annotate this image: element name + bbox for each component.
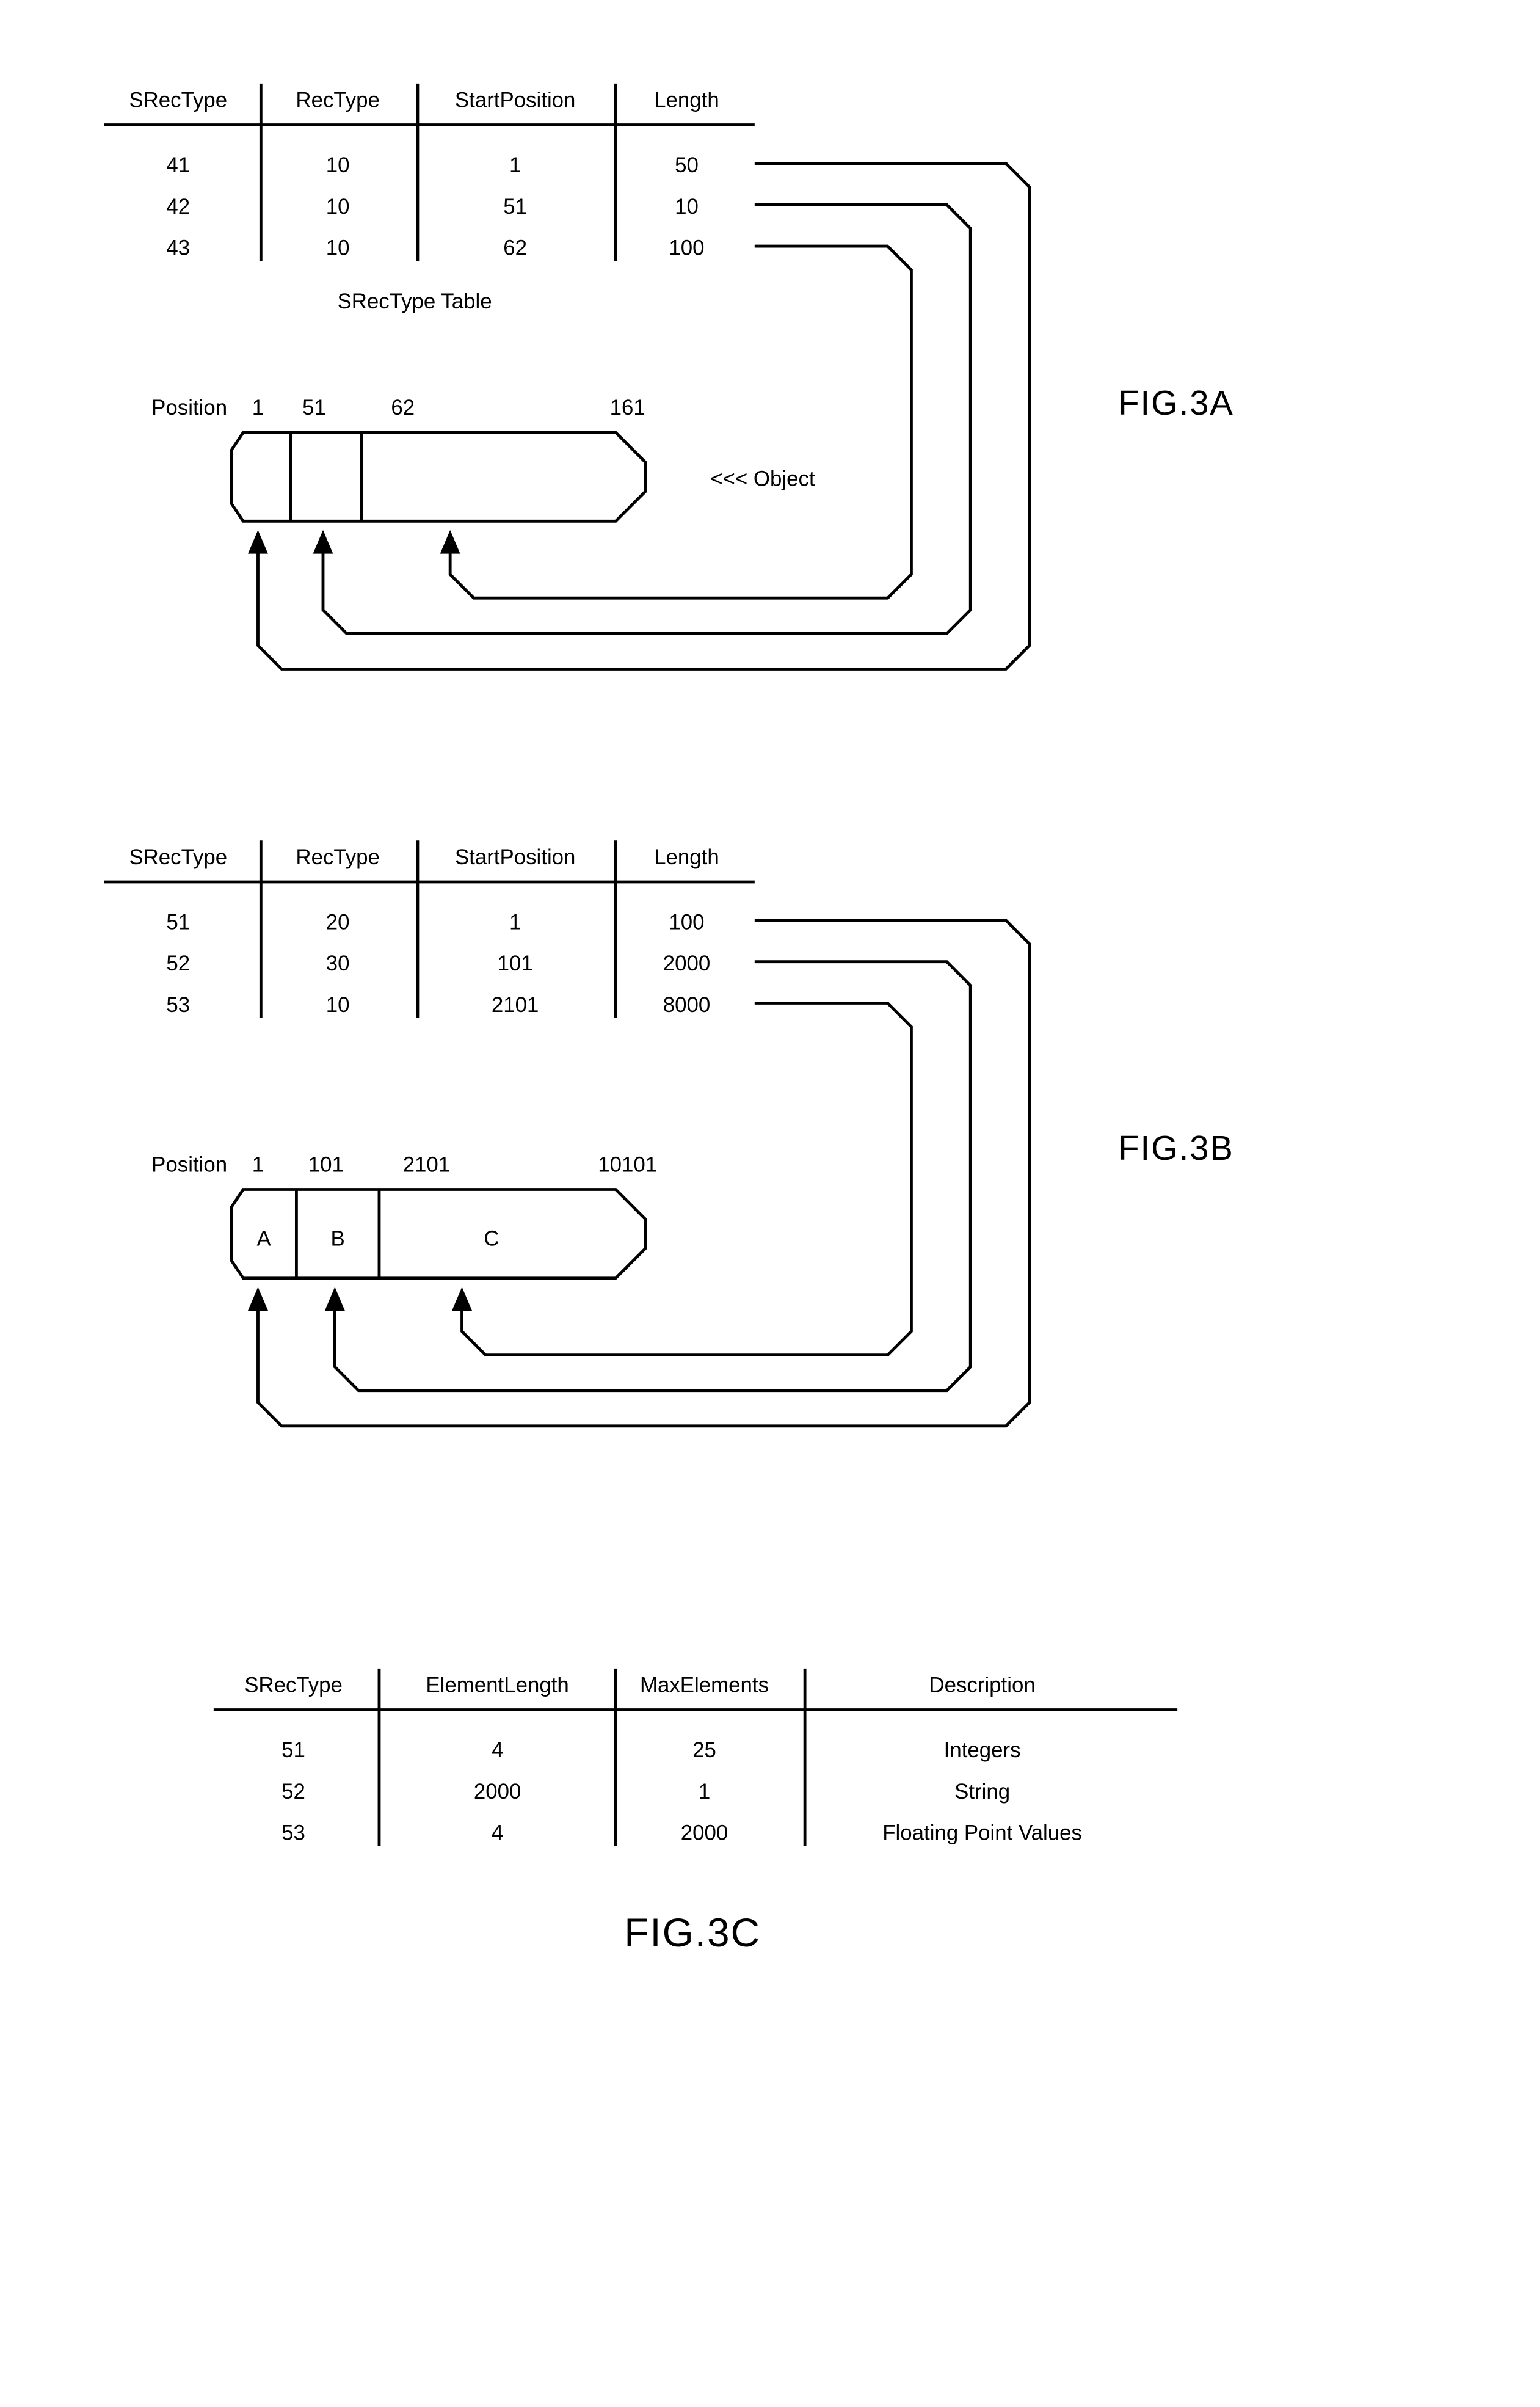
fig3c-r2c1: 4 — [492, 1821, 503, 1845]
fig3a-arrow2-head — [313, 530, 333, 554]
fig3b-r2c2: 2101 — [492, 993, 539, 1017]
fig3a-h0: SRecType — [129, 89, 227, 112]
fig3a-h1: RecType — [296, 89, 380, 112]
fig3c: SRecType ElementLength MaxElements Descr… — [214, 1669, 1177, 1955]
fig3b-r0c1: 20 — [326, 910, 350, 934]
fig3a-r0c1: 10 — [326, 153, 350, 177]
fig3b-pos2: 2101 — [403, 1153, 451, 1176]
fig3b-object-outline — [231, 1190, 645, 1278]
fig3c-r1c0: 52 — [281, 1780, 305, 1804]
fig3c-r0c1: 4 — [492, 1738, 503, 1762]
fig3b-r0c0: 51 — [166, 910, 190, 934]
fig3a-r2c3: 100 — [669, 236, 704, 260]
fig3b-seg1: B — [331, 1226, 345, 1250]
fig3b-r0c3: 100 — [669, 910, 704, 934]
fig3b-pos3: 10101 — [598, 1153, 657, 1176]
fig3c-r2c2: 2000 — [681, 1821, 728, 1845]
fig3c-h0: SRecType — [244, 1673, 343, 1697]
fig3c-r1c1: 2000 — [474, 1780, 521, 1804]
fig3b-r2c3: 8000 — [663, 993, 711, 1017]
fig3a-arrow3 — [450, 246, 911, 598]
fig3c-h2: MaxElements — [640, 1673, 769, 1697]
fig3a-poslabel: Position — [151, 396, 227, 420]
fig3a: SRecType RecType StartPosition Length 41… — [104, 84, 1234, 669]
fig3c-label: FIG.3C — [624, 1910, 761, 1955]
fig3b-h1: RecType — [296, 845, 380, 869]
fig3b-pos1: 101 — [308, 1153, 344, 1176]
fig3c-r0c2: 25 — [692, 1738, 716, 1762]
fig3c-r1c3: String — [954, 1780, 1010, 1804]
fig3a-r1c1: 10 — [326, 195, 350, 219]
fig3b-r0c2: 1 — [509, 910, 521, 934]
fig3b-r1c1: 30 — [326, 952, 350, 975]
fig3a-r1c2: 51 — [503, 195, 527, 219]
fig3a-h2: StartPosition — [455, 89, 576, 112]
fig3b-arrow2-head — [325, 1287, 345, 1311]
fig3a-h3: Length — [654, 89, 719, 112]
fig3c-h3: Description — [929, 1673, 1035, 1697]
fig3a-pos0: 1 — [252, 396, 264, 420]
fig3a-object-outline — [231, 432, 645, 521]
fig3b-arrow3 — [462, 1003, 912, 1355]
fig3b-r1c3: 2000 — [663, 952, 711, 975]
fig3b-h3: Length — [654, 845, 719, 869]
fig3a-arrow2 — [323, 205, 970, 633]
fig3b-arrow1-head — [248, 1287, 268, 1311]
fig3a-r1c3: 10 — [675, 195, 699, 219]
fig3b-r1c2: 101 — [498, 952, 533, 975]
fig3b-poslabel: Position — [151, 1153, 227, 1176]
fig3c-h1: ElementLength — [426, 1673, 568, 1697]
fig3a-r0c2: 1 — [509, 153, 521, 177]
fig3c-r0c0: 51 — [281, 1738, 305, 1762]
fig3b-h2: StartPosition — [455, 845, 576, 869]
fig3b-h0: SRecType — [129, 845, 227, 869]
fig3c-r0c3: Integers — [944, 1738, 1021, 1762]
fig3a-pos3: 161 — [610, 396, 645, 420]
fig3a-r2c0: 43 — [166, 236, 190, 260]
fig3b-label: FIG.3B — [1118, 1129, 1234, 1167]
fig3a-arrow1-head — [248, 530, 268, 554]
fig3a-label: FIG.3A — [1118, 384, 1234, 422]
fig3b-r2c0: 53 — [166, 993, 190, 1017]
fig3b-r1c0: 52 — [166, 952, 190, 975]
fig3b-r2c1: 10 — [326, 993, 350, 1017]
fig3a-caption: SRecType Table — [338, 289, 492, 313]
fig3b-arrow3-head — [452, 1287, 472, 1311]
fig3a-arrow3-head — [440, 530, 460, 554]
fig3b-seg2: C — [484, 1226, 499, 1250]
fig3c-r2c0: 53 — [281, 1821, 305, 1845]
fig3b: SRecType RecType StartPosition Length 51… — [104, 840, 1234, 1426]
fig3a-pos1: 51 — [302, 396, 326, 420]
fig3a-r2c1: 10 — [326, 236, 350, 260]
fig3a-r2c2: 62 — [503, 236, 527, 260]
fig3a-pos2: 62 — [391, 396, 415, 420]
fig3c-r1c2: 1 — [699, 1780, 710, 1804]
fig3a-r0c3: 50 — [675, 153, 699, 177]
fig3a-obj-annot: <<< Object — [710, 467, 815, 490]
fig3c-r2c3: Floating Point Values — [882, 1821, 1082, 1845]
fig3b-pos0: 1 — [252, 1153, 264, 1176]
fig3b-seg0: A — [257, 1226, 272, 1250]
diagram-svg: SRecType RecType StartPosition Length 41… — [24, 24, 1516, 2355]
fig3a-r0c0: 41 — [166, 153, 190, 177]
fig3a-r1c0: 42 — [166, 195, 190, 219]
